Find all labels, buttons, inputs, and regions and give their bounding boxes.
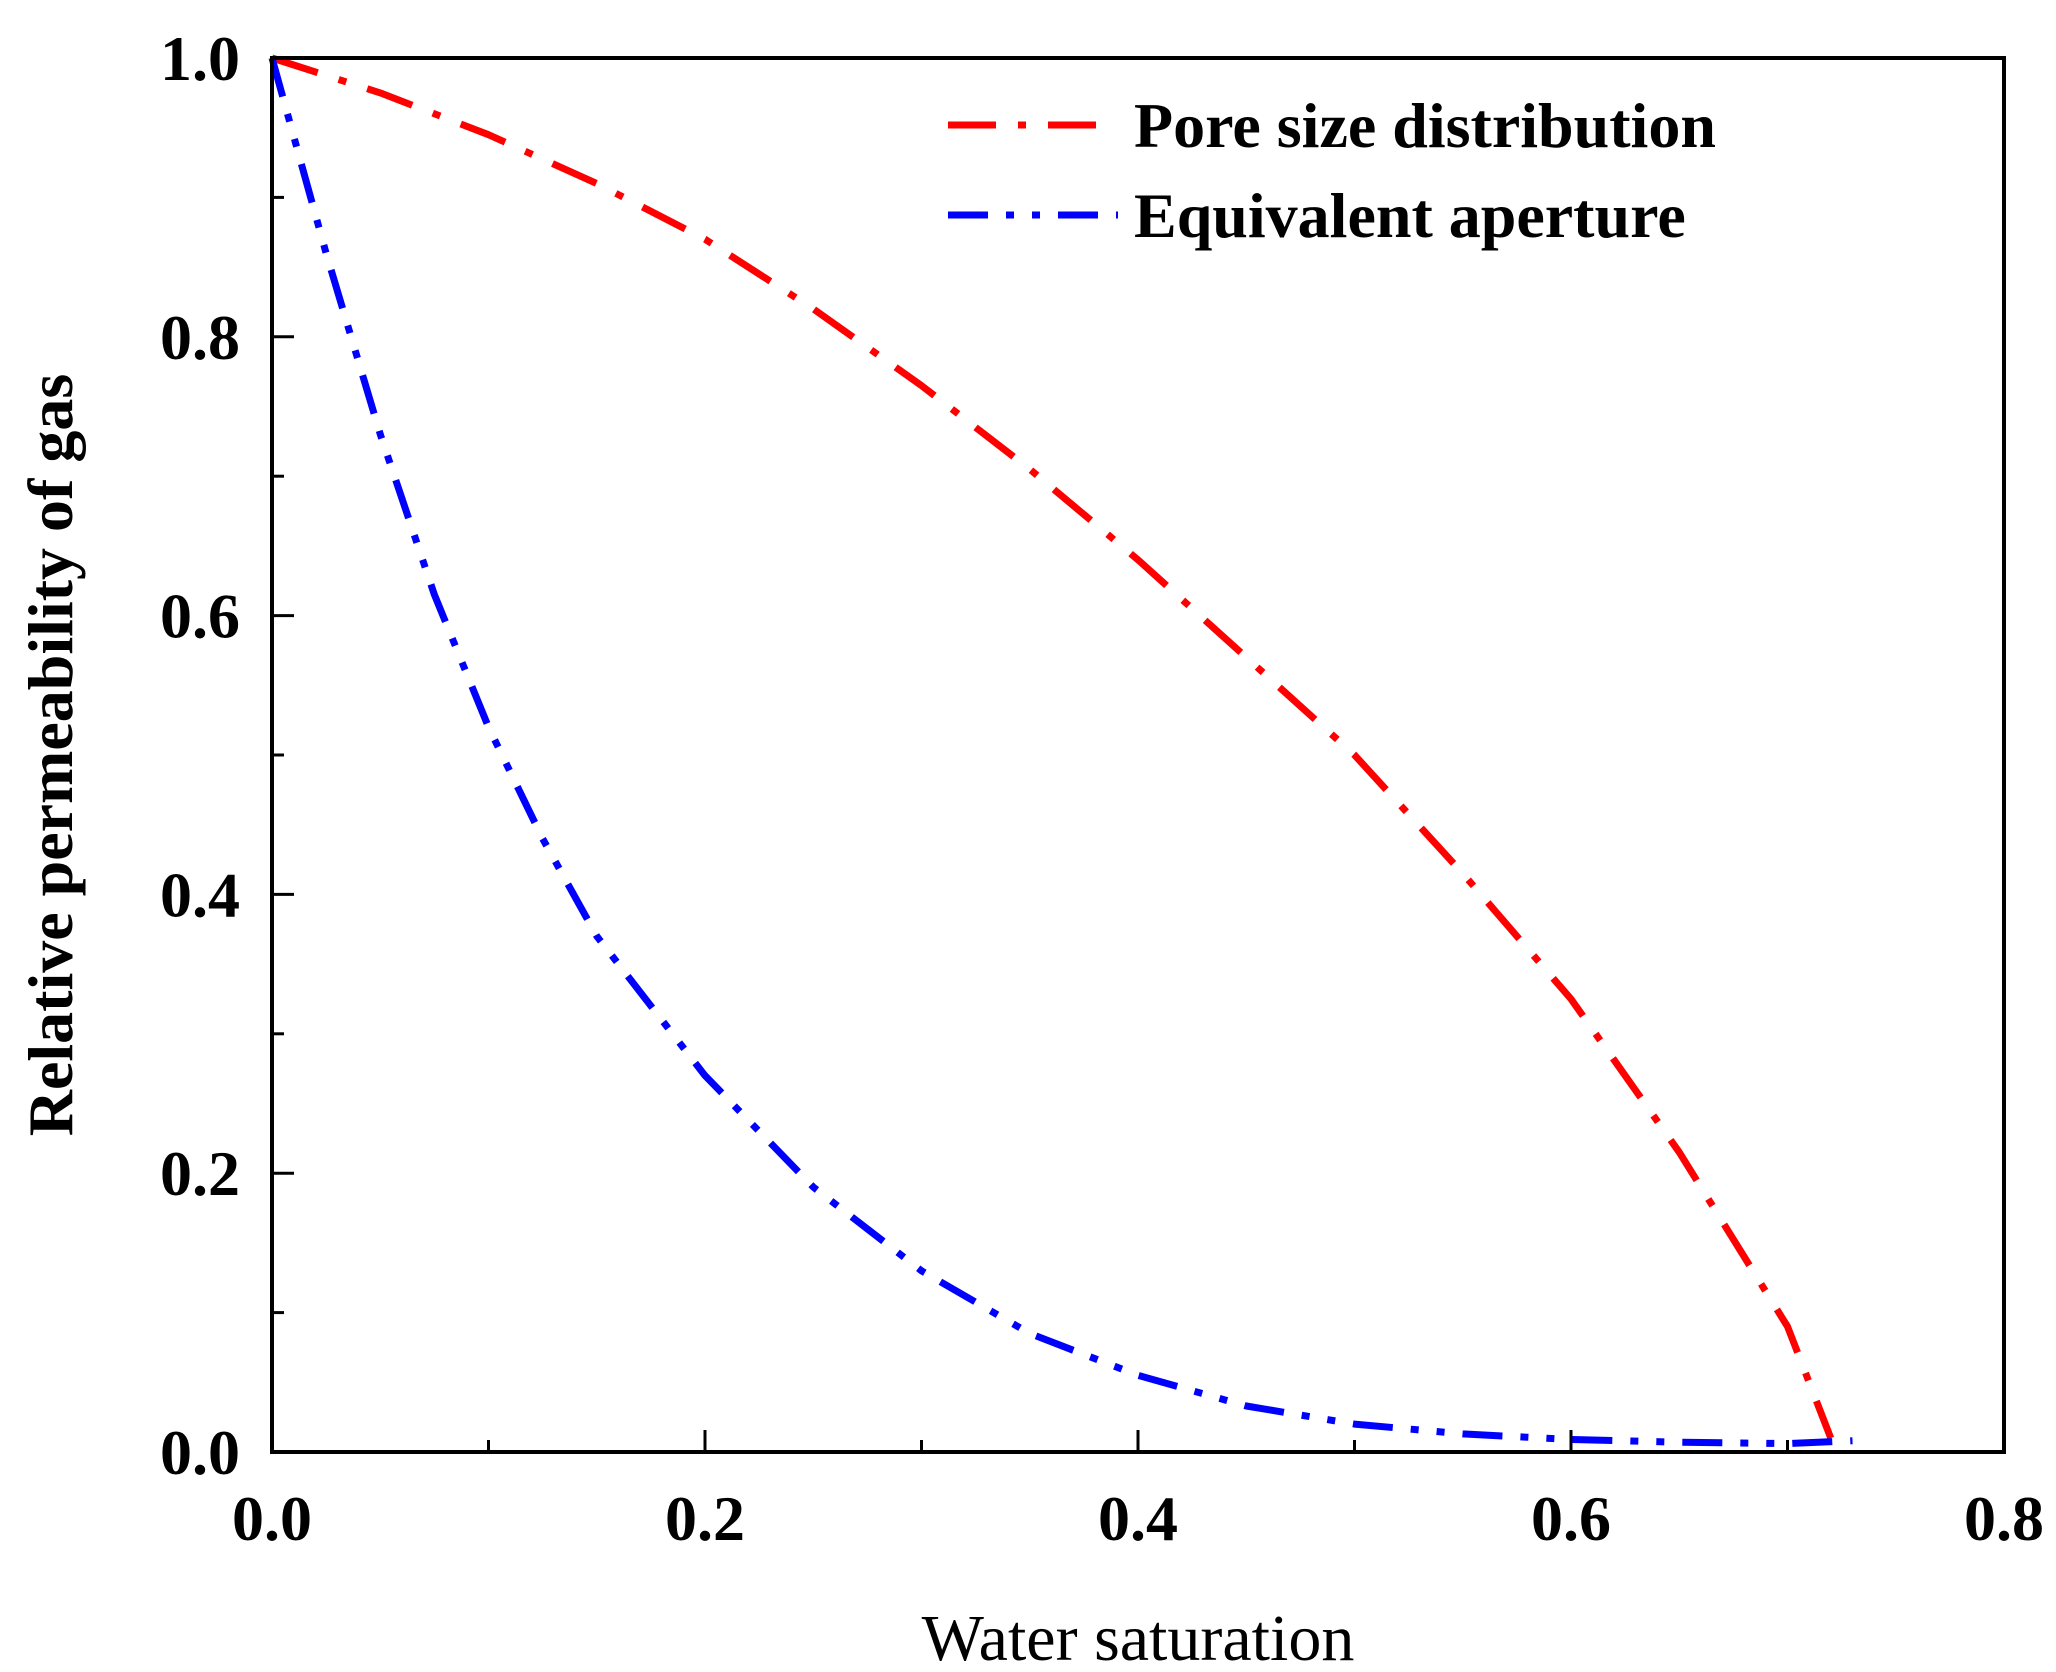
x-tick-label: 0.8: [1964, 1483, 2044, 1554]
y-tick-label: 0.4: [160, 859, 240, 930]
y-tick-label: 0.0: [160, 1417, 240, 1488]
legend-label-2: Equivalent aperture: [1134, 180, 1686, 251]
x-axis-title: Water saturation: [922, 1602, 1355, 1672]
x-tick-label: 0.4: [1098, 1483, 1178, 1554]
legend-label-1: Pore size distribution: [1134, 90, 1716, 161]
x-tick-label: 0.2: [665, 1483, 745, 1554]
x-tick-label: 0.0: [232, 1483, 312, 1554]
x-tick-label: 0.6: [1531, 1483, 1611, 1554]
series-line-1: [270, 54, 1835, 1440]
series-lines: [268, 54, 1853, 1448]
y-tick-label: 0.8: [160, 302, 240, 373]
legend: Pore size distribution Equivalent apertur…: [948, 90, 1716, 251]
y-tick-label: 0.6: [160, 581, 240, 652]
y-tick-label: 0.2: [160, 1138, 240, 1209]
y-tick-label: 1.0: [160, 23, 240, 94]
series-line-2: [268, 57, 1853, 1448]
ticks: 0.0 0.2 0.4 0.6 0.8 0.0 0.2 0.4 0.6 0.8 1.0: [160, 23, 2044, 1554]
y-axis-title: Relative permeability of gas: [15, 374, 86, 1137]
plot-area-frame: [270, 56, 2006, 1454]
